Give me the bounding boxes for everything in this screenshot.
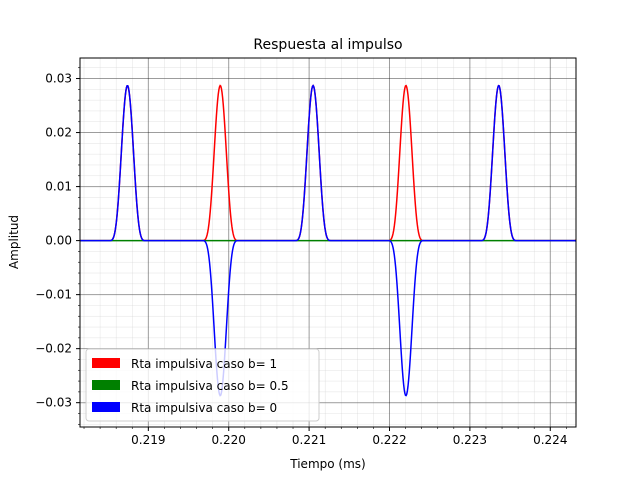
x-tick-label: 0.219	[131, 433, 165, 447]
legend: Rta impulsiva caso b= 1 Rta impulsiva ca…	[85, 348, 320, 422]
plot-frame	[79, 57, 577, 428]
y-tick-label: 0.00	[45, 234, 72, 248]
y-tick-label: −0.02	[35, 342, 72, 356]
series-layer	[80, 84, 576, 397]
y-tick-label: 0.02	[45, 126, 72, 140]
x-tick-label: 0.222	[372, 433, 406, 447]
y-tick-label: 0.01	[45, 180, 72, 194]
series-line-b0	[80, 84, 576, 397]
legend-swatch-b0-5	[92, 380, 120, 390]
chart-title: Respuesta al impulso	[253, 37, 402, 53]
legend-label-b0: Rta impulsiva caso b= 0	[131, 401, 277, 415]
y-tick-label: 0.03	[45, 72, 72, 86]
x-tick-label: 0.220	[212, 433, 246, 447]
y-tick-label: −0.01	[35, 288, 72, 302]
y-axis-ticks: −0.03 −0.02 −0.01 0.00 0.01 0.02 0.03	[35, 67, 80, 425]
x-tick-label: 0.221	[292, 433, 326, 447]
x-axis-ticks: 0.219 0.220 0.221 0.222 0.223 0.224	[83, 427, 567, 447]
legend-label-b1: Rta impulsiva caso b= 1	[131, 357, 277, 371]
legend-label-b0-5: Rta impulsiva caso b= 0.5	[131, 379, 289, 393]
x-tick-label: 0.224	[533, 433, 567, 447]
x-axis-label: Tiempo (ms)	[289, 457, 365, 471]
legend-swatch-b1	[92, 358, 120, 368]
legend-box	[85, 348, 320, 422]
y-tick-label: −0.03	[35, 396, 72, 410]
legend-swatch-b0	[92, 402, 120, 412]
y-axis-label: Amplitud	[7, 215, 21, 269]
x-tick-label: 0.223	[453, 433, 487, 447]
